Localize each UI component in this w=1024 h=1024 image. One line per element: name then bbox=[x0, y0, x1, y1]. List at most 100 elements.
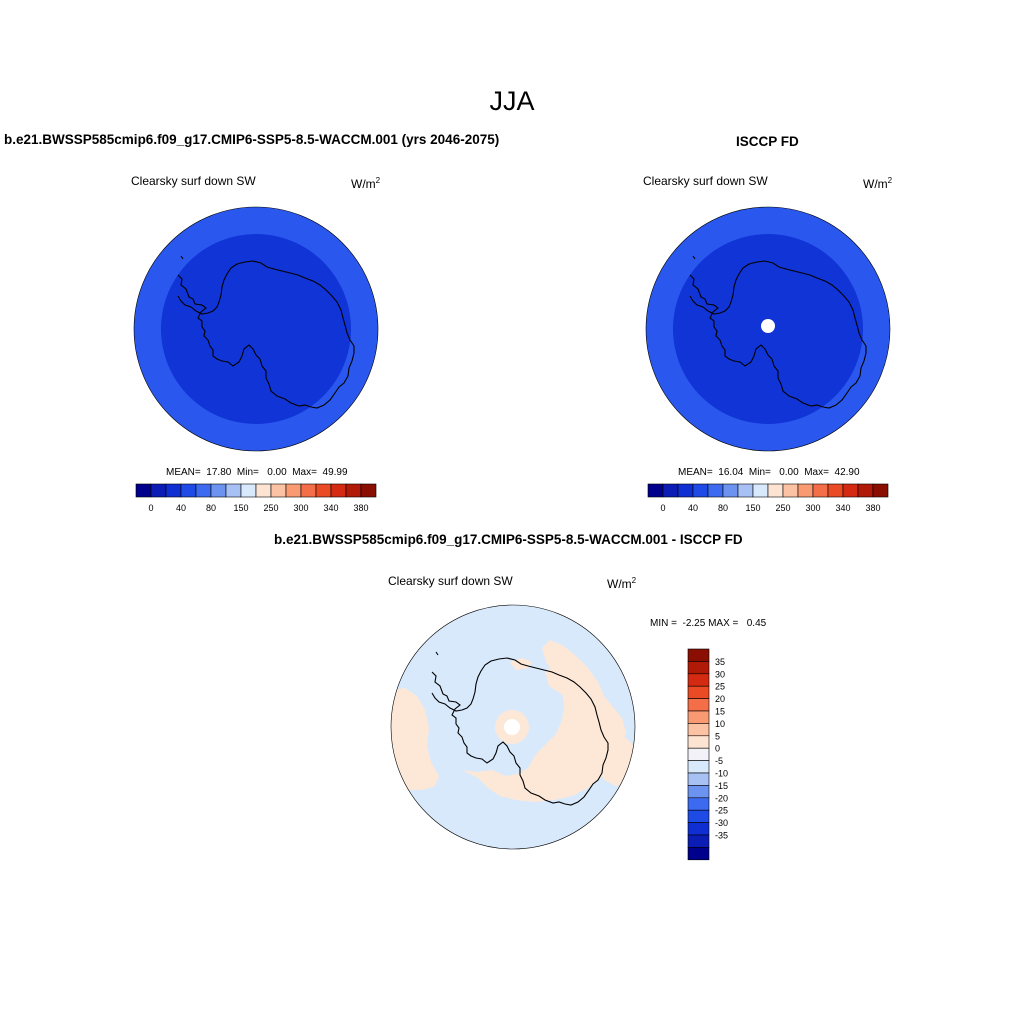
colorbar-tick-label: -5 bbox=[715, 756, 723, 766]
colorbar-swatch bbox=[687, 747, 710, 761]
colorbar-swatch bbox=[687, 723, 710, 737]
colorbar-swatch bbox=[662, 483, 679, 498]
colorbar-swatch bbox=[692, 483, 709, 498]
colorbar-tick-label: -35 bbox=[715, 831, 728, 841]
colorbar-tick-label: 300 bbox=[293, 503, 308, 513]
colorbar-tick-label: 40 bbox=[176, 503, 186, 513]
colorbar-swatch bbox=[300, 483, 317, 498]
colorbar-swatch bbox=[687, 685, 710, 699]
colorbar-tick-label: -20 bbox=[715, 793, 728, 803]
colorbar-swatch bbox=[150, 483, 167, 498]
colorbar-swatch bbox=[687, 760, 710, 774]
diff-stats: MIN = -2.25 MAX = 0.45 bbox=[650, 618, 767, 629]
colorbar-tick-label: -30 bbox=[715, 818, 728, 828]
colorbar-swatch bbox=[857, 483, 874, 498]
colorbar-tick-label: 0 bbox=[148, 503, 153, 513]
colorbar-swatch bbox=[687, 735, 710, 749]
colorbar-tick-label: 340 bbox=[835, 503, 850, 513]
colorbar-swatch bbox=[687, 785, 710, 799]
colorbar-swatch bbox=[687, 698, 710, 712]
colorbar-swatch bbox=[827, 483, 844, 498]
diff-region-west bbox=[391, 688, 439, 790]
colorbar-swatch bbox=[687, 661, 710, 675]
diff-region-south bbox=[462, 640, 626, 802]
colorbar-swatch bbox=[687, 834, 710, 848]
colorbar-tick-label: 150 bbox=[745, 503, 760, 513]
colorbar-swatch bbox=[677, 483, 694, 498]
colorbar-swatch bbox=[722, 483, 739, 498]
diff-map-outline bbox=[390, 604, 636, 850]
right-pole-hole bbox=[761, 319, 775, 333]
colorbar-tick-label: 340 bbox=[323, 503, 338, 513]
right-coastline bbox=[689, 255, 867, 409]
left-inner-field bbox=[161, 234, 351, 424]
colorbar-swatch bbox=[767, 483, 784, 498]
colorbar-tick-label: 0 bbox=[715, 744, 720, 754]
colorbar-swatch bbox=[687, 772, 710, 786]
colorbar-swatch bbox=[752, 483, 769, 498]
colorbar-tick-label: -15 bbox=[715, 781, 728, 791]
colorbar-swatch bbox=[687, 797, 710, 811]
colorbar-tick-label: 0 bbox=[660, 503, 665, 513]
colorbar-swatch bbox=[782, 483, 799, 498]
colorbar-swatch bbox=[812, 483, 829, 498]
colorbar-tick-label: 250 bbox=[775, 503, 790, 513]
colorbar-swatch bbox=[285, 483, 302, 498]
right-variable-label: Clearsky surf down SW bbox=[643, 174, 768, 188]
right-stats: MEAN= 16.04 Min= 0.00 Max= 42.90 bbox=[678, 467, 860, 478]
colorbar-swatch bbox=[687, 822, 710, 836]
colorbar-swatch bbox=[135, 483, 152, 498]
colorbar-swatch bbox=[330, 483, 347, 498]
diff-colorbar: 35 30 25 20 15 10 5 0 -5 -10 -15 -20 -25 -30 -35 bbox=[687, 648, 728, 861]
colorbar-swatch bbox=[797, 483, 814, 498]
diff-coastline bbox=[431, 651, 609, 806]
colorbar-tick-label: 40 bbox=[688, 503, 698, 513]
colorbar-swatch bbox=[687, 648, 710, 662]
colorbar-swatch bbox=[345, 483, 362, 498]
colorbar-swatch bbox=[240, 483, 257, 498]
colorbar-swatch bbox=[687, 673, 710, 687]
diff-variable-label: Clearsky surf down SW bbox=[388, 574, 513, 588]
season-title: JJA bbox=[489, 86, 535, 116]
colorbar-swatch bbox=[687, 710, 710, 724]
left-coastline bbox=[177, 255, 355, 409]
colorbar-swatch bbox=[195, 483, 212, 498]
colorbar-swatch bbox=[842, 483, 859, 498]
right-units-label: W/m2 bbox=[863, 176, 893, 191]
colorbar-swatch bbox=[180, 483, 197, 498]
colorbar-swatch bbox=[315, 483, 332, 498]
colorbar-tick-label: 25 bbox=[715, 682, 725, 692]
colorbar-tick-label: 300 bbox=[805, 503, 820, 513]
colorbar-swatch bbox=[360, 483, 377, 498]
diff-region-farwest bbox=[391, 672, 400, 686]
colorbar-tick-label: 20 bbox=[715, 694, 725, 704]
colorbar-tick-label: 150 bbox=[233, 503, 248, 513]
colorbar-swatch bbox=[647, 483, 664, 498]
diff-region-northeast bbox=[545, 664, 579, 696]
left-units-label: W/m2 bbox=[351, 176, 381, 191]
colorbar-swatch bbox=[255, 483, 272, 498]
colorbar-tick-label: -25 bbox=[715, 806, 728, 816]
colorbar-tick-label: 80 bbox=[206, 503, 216, 513]
colorbar-tick-label: 380 bbox=[865, 503, 880, 513]
diff-units-label: W/m2 bbox=[607, 576, 637, 591]
left-panel-title: b.e21.BWSSP585cmip6.f09_g17.CMIP6-SSP5-8… bbox=[4, 132, 500, 147]
colorbar-tick-label: 5 bbox=[715, 731, 720, 741]
colorbar-swatch bbox=[270, 483, 287, 498]
right-panel-title: ISCCP FD bbox=[736, 134, 799, 149]
colorbar-tick-label: -10 bbox=[715, 769, 728, 779]
colorbar-tick-label: 380 bbox=[353, 503, 368, 513]
colorbar-swatch bbox=[687, 847, 710, 861]
right-colorbar: 0 40 80 150 250 300 340 380 bbox=[647, 483, 889, 513]
colorbar-swatch bbox=[872, 483, 889, 498]
colorbar-tick-label: 35 bbox=[715, 657, 725, 667]
colorbar-swatch bbox=[707, 483, 724, 498]
left-colorbar: 0 40 80 150 250 300 340 380 bbox=[135, 483, 377, 513]
left-stats: MEAN= 17.80 Min= 0.00 Max= 49.99 bbox=[166, 467, 348, 478]
colorbar-tick-label: 30 bbox=[715, 669, 725, 679]
colorbar-swatch bbox=[225, 483, 242, 498]
colorbar-swatch bbox=[737, 483, 754, 498]
colorbar-swatch bbox=[210, 483, 227, 498]
